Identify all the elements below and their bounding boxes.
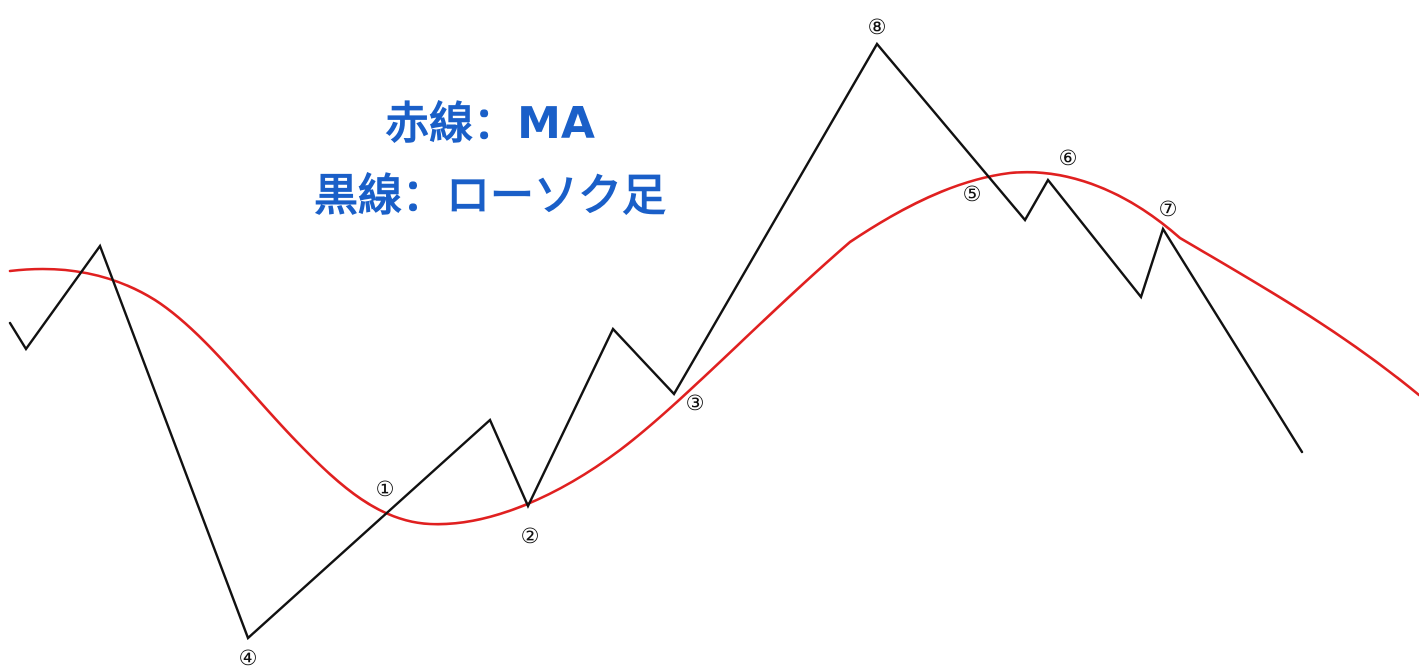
- marker-1-label: ①: [376, 477, 395, 501]
- marker-6-label: ⑥: [1059, 146, 1078, 170]
- marker-5-label: ⑤: [963, 182, 982, 206]
- marker-2-label: ②: [521, 524, 540, 548]
- legend-red-line-label: 赤線：MA: [385, 98, 595, 149]
- moving-average-line: [8, 170, 1419, 526]
- candlestick-price-line: [8, 41, 1304, 641]
- marker-4-label: ④: [239, 646, 258, 670]
- legend-black-line-label: 黒線：ローソク足: [314, 170, 666, 221]
- marker-3-label: ③: [686, 391, 705, 415]
- marker-8-label: ⑧: [868, 15, 887, 39]
- marker-7-label: ⑦: [1159, 197, 1178, 221]
